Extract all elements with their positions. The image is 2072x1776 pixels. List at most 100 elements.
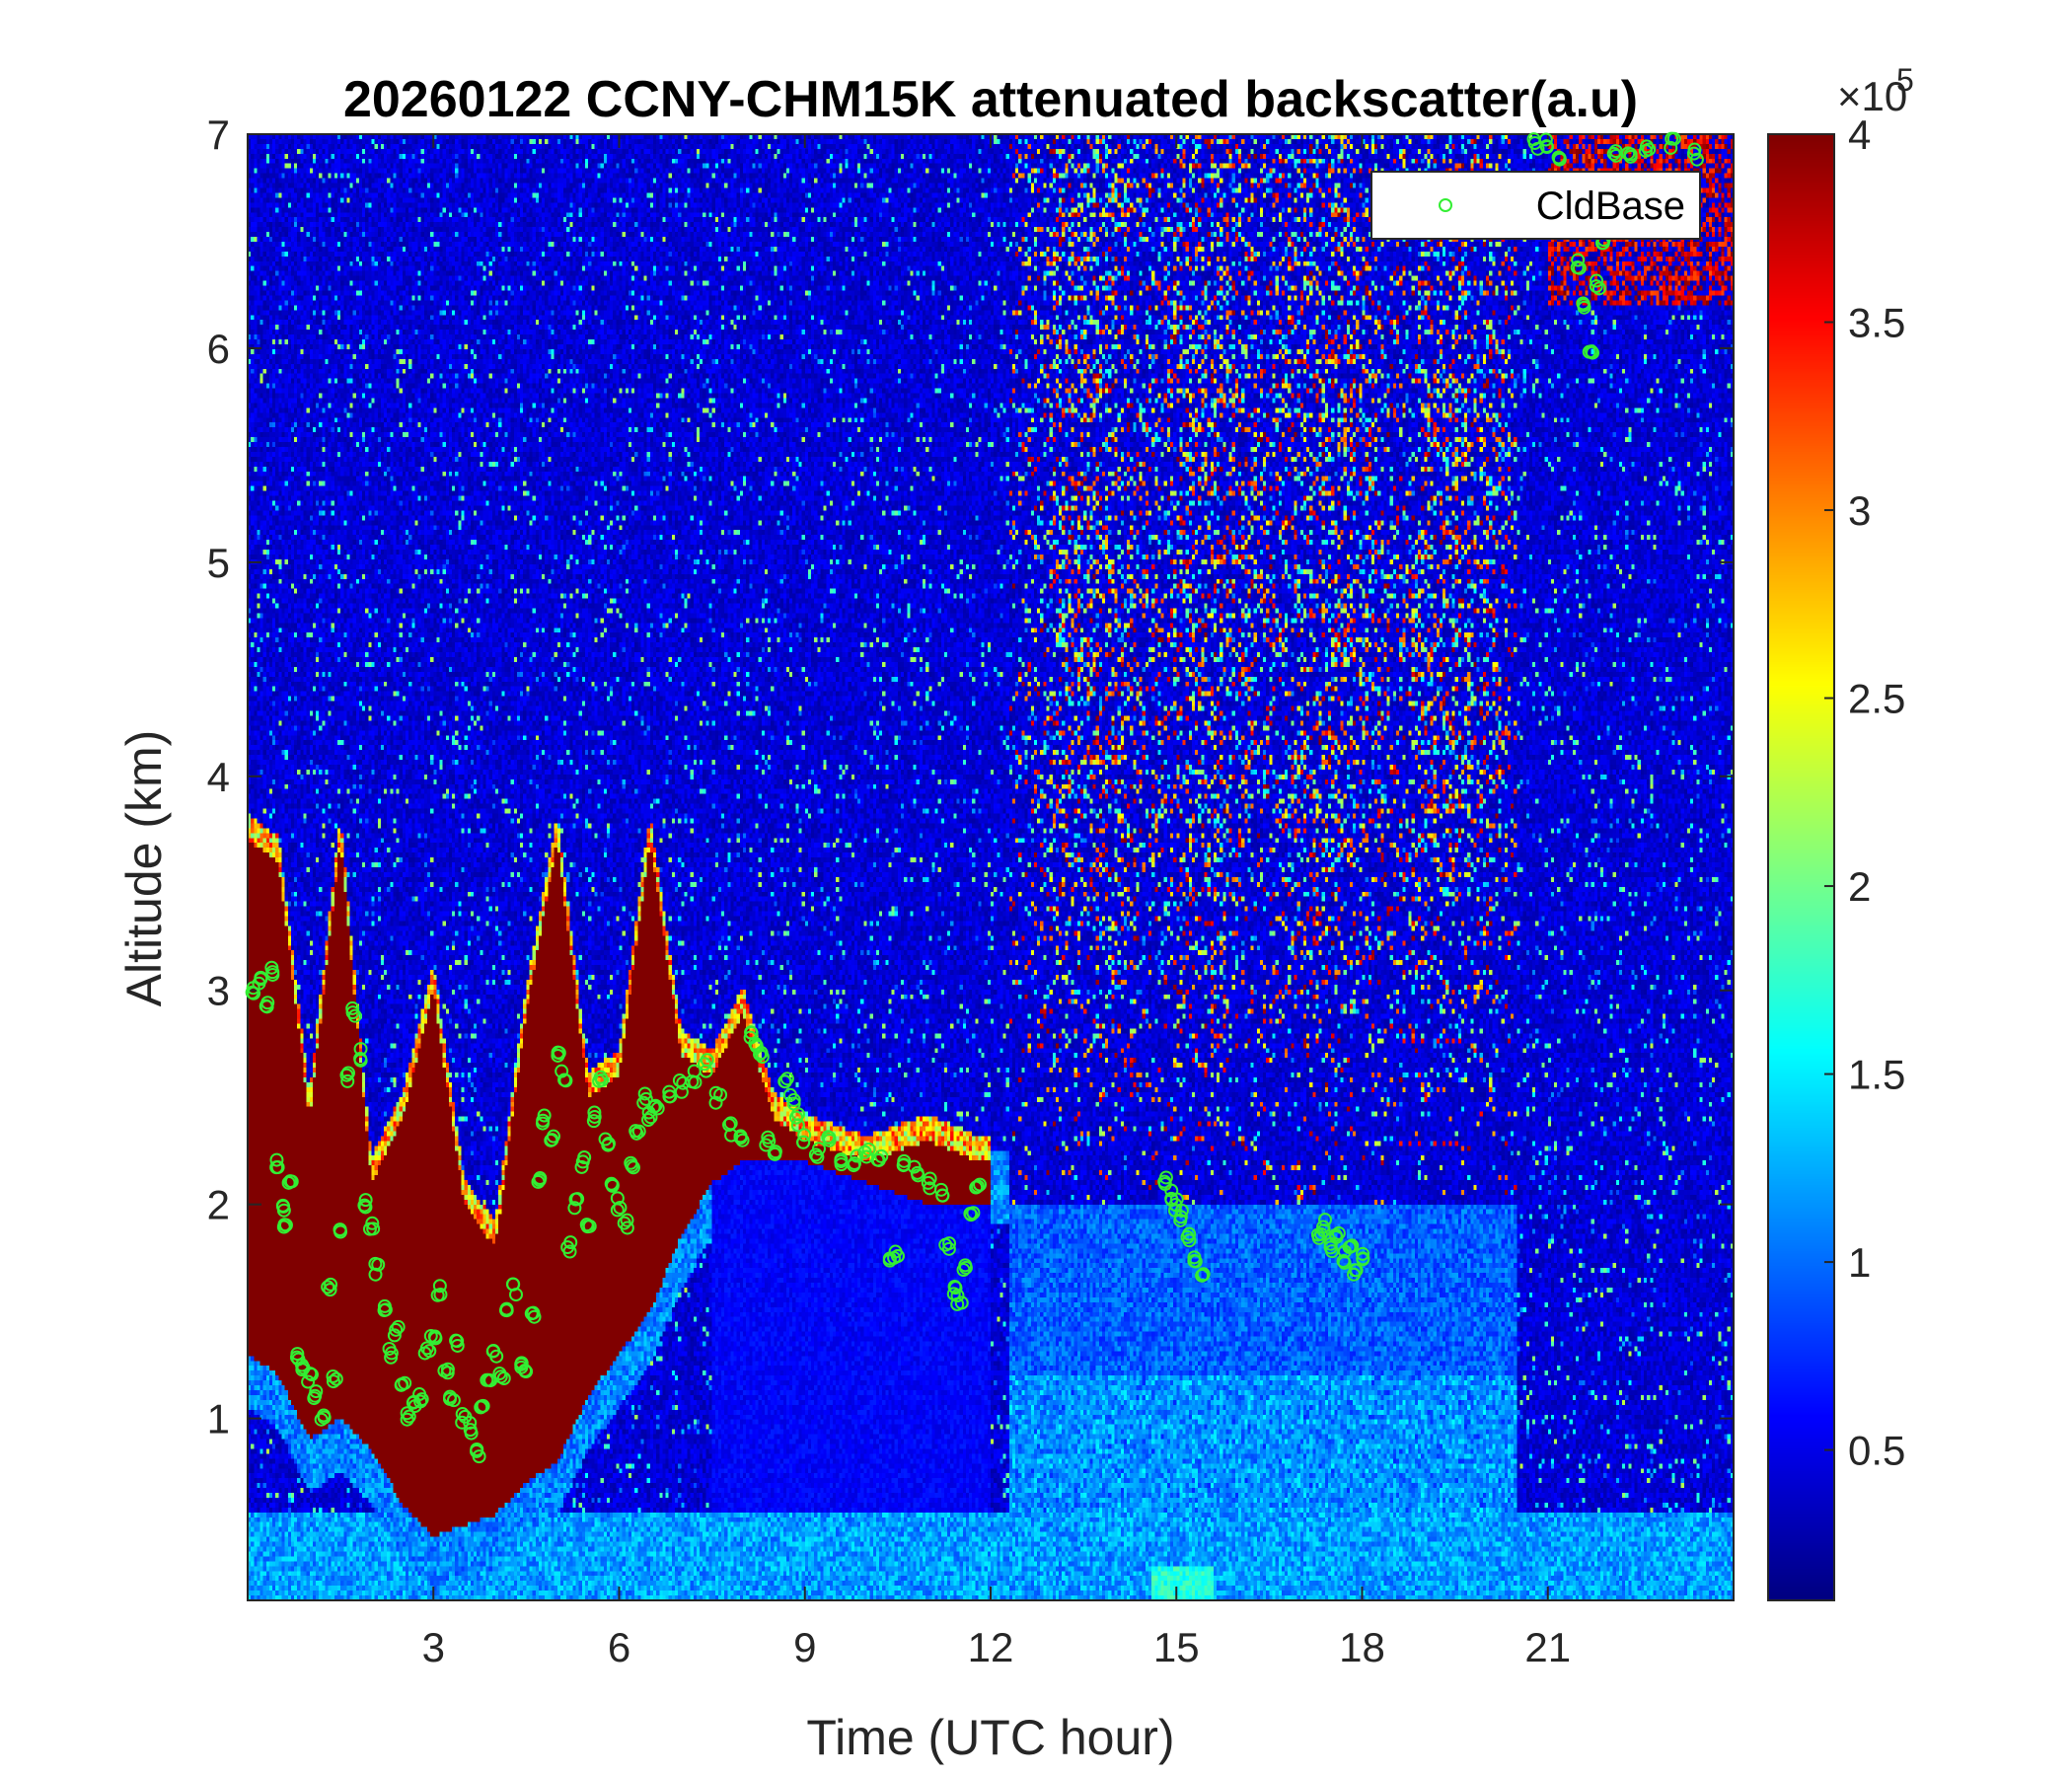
cldbase-point [641, 1112, 656, 1127]
cldbase-point [284, 1174, 299, 1189]
cldbase-point [358, 1193, 373, 1208]
cldbase-point [1329, 1229, 1344, 1244]
legend-label: CldBase [1536, 185, 1685, 228]
cldbase-point [850, 1148, 864, 1163]
cldbase-point [455, 1415, 470, 1430]
cldbase-point [733, 1129, 748, 1144]
cldbase-point [455, 1407, 470, 1422]
cldbase-point [551, 1045, 565, 1060]
cldbase-point [626, 1160, 640, 1175]
cldbase-point [450, 1334, 465, 1349]
cldbase-point [278, 1218, 293, 1232]
cldbase-point [353, 1042, 368, 1057]
colorbar-exponent-power: 5 [1896, 62, 1914, 98]
cldbase-point [1196, 1267, 1211, 1282]
cldbase-point [1187, 1253, 1202, 1268]
colorbar-gradient [1768, 134, 1834, 1600]
cldbase-point [345, 1000, 360, 1015]
cldbase-point [575, 1154, 590, 1169]
cldbase-point [1336, 1254, 1351, 1269]
cldbase-point [339, 1068, 354, 1082]
colorbar-tick-label: 1.5 [1848, 1052, 1905, 1098]
cldbase-point [1316, 1220, 1331, 1234]
cldbase-point [314, 1412, 329, 1427]
x-tick-label: 3 [422, 1624, 445, 1670]
cldbase-point [1664, 140, 1678, 155]
cldbase-point [950, 1296, 965, 1311]
cldbase-point [1347, 1267, 1362, 1282]
cldbase-point [797, 1128, 812, 1143]
cldbase-point [412, 1387, 427, 1402]
cldbase-point [970, 1179, 985, 1194]
cldbase-point [1182, 1226, 1197, 1241]
cldbase-point [871, 1152, 886, 1167]
cldbase-point [358, 1200, 373, 1215]
cldbase-point [755, 1050, 770, 1065]
cldbase-point [433, 1288, 448, 1302]
cldbase-point [587, 1109, 602, 1124]
colorbar-tick-label: 3 [1848, 487, 1871, 534]
cldbase-point [264, 960, 279, 975]
cldbase-point [365, 1216, 380, 1230]
cldbase-point [947, 1279, 962, 1294]
cldbase-point [340, 1073, 355, 1088]
cldbase-point [432, 1279, 447, 1294]
cldbase-point [790, 1118, 805, 1133]
x-tick-label: 6 [608, 1624, 630, 1670]
cldbase-point [1686, 146, 1701, 161]
cldbase-point [1570, 260, 1585, 275]
cldbase-point [419, 1341, 434, 1356]
cldbase-point [620, 1213, 634, 1227]
cldbase-point [1356, 1246, 1370, 1261]
cldbase-point [295, 1358, 310, 1372]
cldbase-point [321, 1280, 335, 1295]
colorbar-frame [1767, 133, 1835, 1601]
colorbar-tick-label: 4 [1848, 111, 1871, 158]
cldbase-point [1345, 1238, 1360, 1253]
colorbar-tick-label: 2.5 [1848, 676, 1905, 722]
cldbase-point [340, 1066, 355, 1080]
cldbase-point [308, 1388, 323, 1403]
cldbase-point [637, 1086, 652, 1101]
cldbase-point [347, 1008, 362, 1023]
cldbase-point [1589, 279, 1603, 294]
cldbase-point [259, 999, 273, 1013]
cldbase-point [400, 1406, 414, 1421]
y-tick-label: 5 [207, 540, 230, 586]
x-tick-label: 12 [968, 1624, 1014, 1670]
cldbase-point [935, 1188, 950, 1203]
x-axis-label: Time (UTC hour) [806, 1710, 1174, 1765]
cldbase-point [964, 1208, 979, 1222]
y-tick-label: 7 [207, 111, 230, 158]
cldbase-point [795, 1135, 810, 1149]
cldbase-point [938, 1237, 953, 1252]
cldbase-point [472, 1449, 486, 1464]
cldbase-point [1666, 131, 1681, 146]
cldbase-point [562, 1244, 577, 1259]
cldbase-point [535, 1116, 550, 1131]
cldbase-point [324, 1277, 338, 1292]
cldbase-point [759, 1138, 774, 1152]
colorbar-tick-label: 2 [1848, 863, 1871, 910]
cldbase-point [958, 1260, 973, 1275]
cldbase-point [377, 1303, 392, 1318]
cldbase-point [252, 976, 266, 991]
cldbase-point [848, 1156, 862, 1171]
cldbase-point [326, 1374, 340, 1389]
cldbase-point [582, 1219, 597, 1233]
cldbase-point [593, 1070, 608, 1084]
cldbase-point [275, 1198, 290, 1213]
cldbase-point [450, 1338, 465, 1353]
x-tick-label: 15 [1153, 1624, 1200, 1670]
chart-title: 20260122 CCNY-CHM15K attenuated backscat… [343, 71, 1638, 128]
cldbase-point [1582, 344, 1596, 359]
cldbase-point [625, 1158, 639, 1173]
cldbase-point [662, 1089, 677, 1104]
x-tick-label: 21 [1524, 1624, 1571, 1670]
cldbase-point [723, 1116, 738, 1131]
cldbase-point [389, 1322, 404, 1337]
colorbar-axis: 0.5 1 1.5 2 2.5 3 3.5 4 [1824, 111, 1905, 1474]
cldbase-point [685, 1074, 700, 1089]
plot-frame [247, 133, 1735, 1601]
